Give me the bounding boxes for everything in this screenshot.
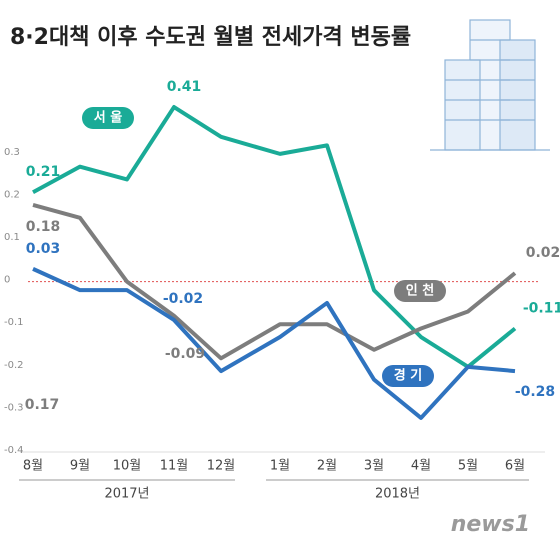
source-logo: news1: [451, 512, 530, 537]
annotation: -0.02: [163, 291, 203, 307]
y-tick-label: -0.4: [4, 445, 24, 456]
value-label: 0.03: [26, 241, 61, 257]
x-tick-label: 3월: [364, 459, 384, 474]
group-label: 2018년: [375, 487, 420, 502]
value-label: -0.11: [523, 300, 560, 316]
series-line: [32, 203, 517, 361]
legend-label: 서 울: [94, 110, 122, 126]
building-illustration: [430, 19, 550, 151]
legend-pill: [82, 107, 134, 129]
x-tick-label: 6월: [505, 459, 525, 474]
value-label: 0.41: [167, 79, 202, 95]
legend-label: 인 천: [406, 283, 434, 299]
annotation: 0.17: [25, 397, 60, 413]
y-tick-label: 0.1: [4, 232, 20, 243]
x-tick-label: 5월: [458, 459, 478, 474]
y-tick-label: -0.2: [4, 360, 24, 371]
value-label: 0.02: [526, 245, 560, 261]
x-tick-label: 10월: [113, 459, 142, 474]
legend-pill: [394, 280, 446, 302]
annotation: -0.28: [515, 384, 555, 400]
y-tick-label: -0.1: [4, 317, 24, 328]
value-label: 0.21: [26, 164, 61, 180]
x-tick-label: 9월: [70, 459, 90, 474]
x-tick-label: 11월: [160, 459, 189, 474]
x-tick-label: 2월: [317, 459, 337, 474]
y-tick-label: 0: [4, 275, 10, 286]
legend-pill: [382, 365, 434, 387]
x-tick-label: 12월: [207, 459, 236, 474]
x-tick-label: 1월: [270, 459, 290, 474]
legend-label: 경 기: [394, 368, 422, 384]
group-label: 2017년: [104, 487, 149, 502]
series-line: [32, 267, 516, 420]
x-tick-label: 8월: [23, 459, 43, 474]
x-tick-label: 4월: [411, 459, 431, 474]
chart-title: 8·2대책 이후 수도권 월별 전세가격 변동률: [10, 25, 411, 50]
series-line: [32, 105, 517, 369]
y-tick-label: 0.3: [4, 147, 20, 158]
y-tick-label: 0.2: [4, 189, 20, 200]
annotation: -0.09: [165, 346, 205, 362]
y-tick-label: -0.3: [4, 402, 24, 413]
value-label: 0.18: [26, 219, 61, 235]
